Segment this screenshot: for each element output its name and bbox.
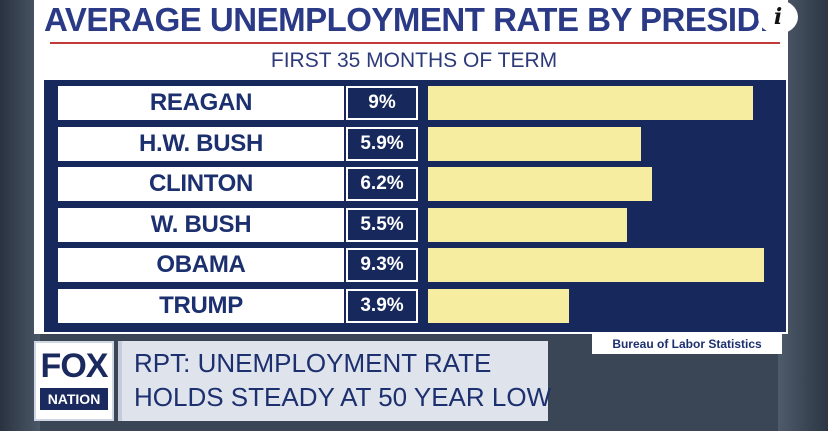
bar xyxy=(428,86,753,120)
ticker-line-1: RPT: UNEMPLOYMENT RATE xyxy=(134,348,492,378)
background-left xyxy=(0,0,40,431)
value-label: 9% xyxy=(346,86,418,120)
fox-nation-logo: FOX NATION xyxy=(34,341,114,421)
bar-chart-area: REAGAN 9% H.W. BUSH 5.9% CLINTON 6.2% W. BUSH 5… xyxy=(44,80,786,332)
bar xyxy=(428,126,641,161)
chart-subtitle: FIRST 35 MONTHS OF TERM xyxy=(270,49,558,72)
ticker-line-2: HOLDS STEADY AT 50 YEAR LOW xyxy=(134,382,552,412)
bar xyxy=(428,248,764,282)
title-divider xyxy=(50,42,780,44)
logo-fox-text: FOX xyxy=(40,347,109,385)
headline-ticker: RPT: UNEMPLOYMENT RATE HOLDS STEADY AT 5… xyxy=(118,341,552,421)
bar xyxy=(428,167,652,201)
value-label: 3.9% xyxy=(346,288,418,323)
value-label: 6.2% xyxy=(346,167,418,201)
category-label: CLINTON xyxy=(58,167,344,201)
chart-title: AVERAGE UNEMPLOYMENT RATE BY PRESIDENT xyxy=(44,1,784,38)
category-label: REAGAN xyxy=(58,86,344,120)
value-label: 9.3% xyxy=(346,248,418,282)
source-label: Bureau of Labor Statistics xyxy=(592,334,782,354)
category-label: H.W. BUSH xyxy=(58,126,344,161)
value-label: 5.5% xyxy=(346,207,418,242)
value-label: 5.9% xyxy=(346,126,418,161)
bar xyxy=(428,288,569,323)
logo-nation-text: NATION xyxy=(40,388,108,410)
info-icon[interactable]: i xyxy=(758,0,798,34)
bar xyxy=(428,207,627,242)
category-label: TRUMP xyxy=(58,288,344,323)
category-label: W. BUSH xyxy=(58,207,344,242)
category-label: OBAMA xyxy=(58,248,344,282)
